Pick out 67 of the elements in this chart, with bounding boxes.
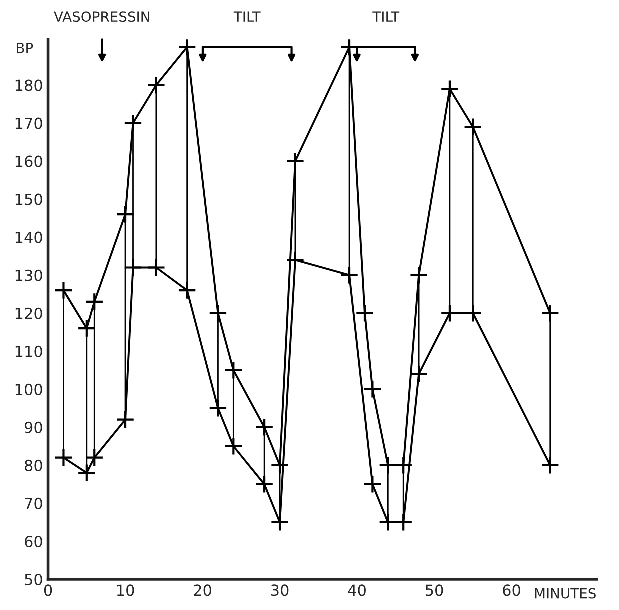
y-tick-label: 140 [16,232,42,244]
y-tick-label: 100 [16,384,42,396]
point [124,258,143,278]
point [78,319,96,338]
point [255,418,274,437]
point [286,250,305,270]
point [410,364,428,384]
point [147,76,166,95]
point [464,118,483,136]
x-tick-label: 0 [44,584,52,596]
point [440,80,460,98]
y-tick-label: 80 [25,460,42,472]
y-tick-label: 120 [16,308,42,320]
y-tick-label: 70 [25,498,42,510]
point [178,40,197,57]
point [54,281,74,300]
point [116,410,135,430]
point [147,258,166,278]
point [224,361,244,380]
y-tick-label: 110 [16,346,42,358]
y-tick-label: 50 [25,574,42,586]
text: TILT [372,12,400,22]
y-tick-label: 60 [25,536,42,548]
y-tick-label: 90 [24,422,42,434]
point [378,456,398,475]
point [85,292,104,312]
text: TILT [234,12,261,22]
y-tick-label: 170 [16,118,42,130]
point [363,475,382,494]
point [255,475,274,494]
text: VASOPRESSIN [54,12,150,22]
y-axis-title: BP [17,43,34,54]
point [340,40,359,57]
x-tick-label: 10 [117,584,134,596]
point [440,304,460,323]
point [394,513,413,532]
point [394,456,413,475]
point [78,464,96,482]
point [124,114,143,133]
x-tick-label: 20 [194,584,212,596]
point [286,152,305,171]
x-tick-label: 30 [271,584,289,596]
point [270,456,290,475]
point [208,304,228,323]
x-tick-label: 40 [348,584,366,596]
point [224,437,244,456]
x-axis-title: MINUTES [535,588,596,599]
point [356,304,374,323]
y-tick-label: 160 [16,156,42,168]
x-tick-label: 50 [426,584,444,596]
y-tick-label: 150 [16,194,42,206]
point [208,399,228,418]
point [340,266,359,285]
point [270,513,290,532]
y-tick-label: 130 [16,270,42,282]
point [464,304,483,323]
point [116,205,135,224]
point [540,304,560,323]
point [540,456,560,475]
point [178,281,197,300]
y-tick-label: 180 [16,80,42,92]
point [54,448,74,468]
point [363,380,382,399]
point [378,513,398,532]
x-tick-label: 60 [503,584,520,596]
point [410,266,428,285]
point [85,448,104,468]
